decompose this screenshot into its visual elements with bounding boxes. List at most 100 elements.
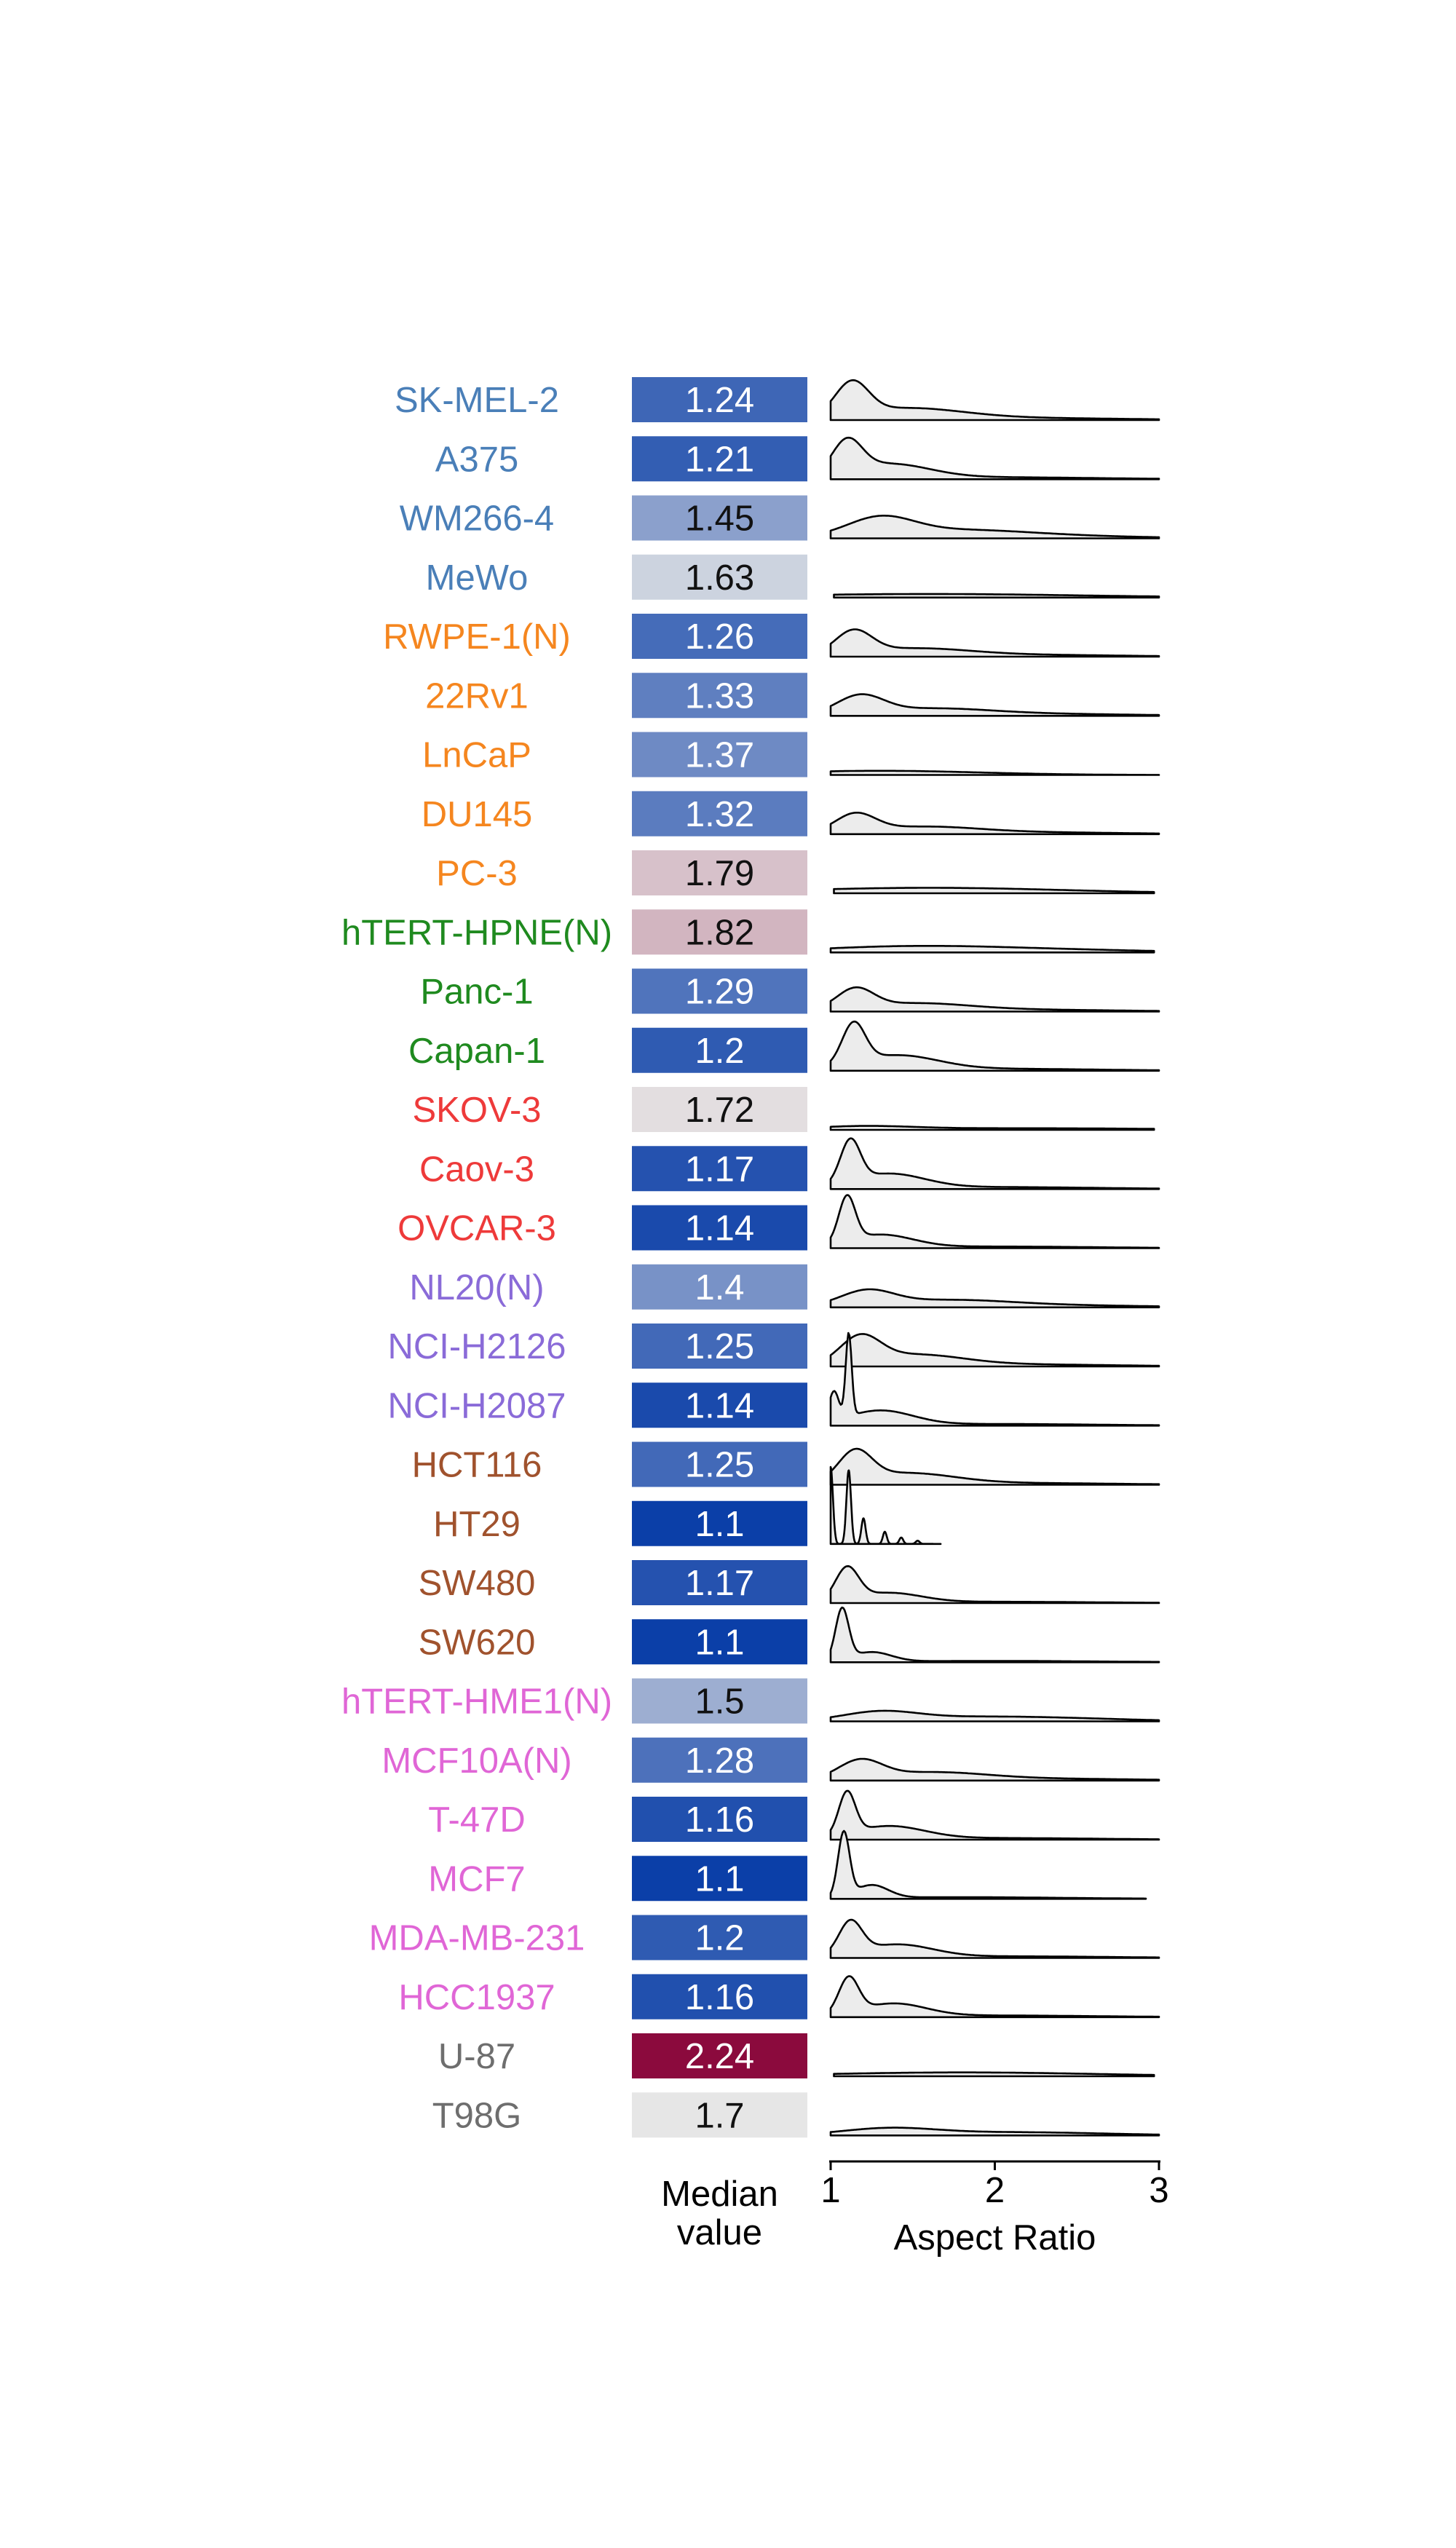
row-label: Capan-1 xyxy=(408,1032,545,1071)
median-cell xyxy=(632,1915,807,1961)
density-ridge xyxy=(829,1447,1160,1486)
x-ticks: 1 2 3 xyxy=(820,2161,1169,2210)
median-value: 1.63 xyxy=(685,558,754,598)
row-label: MeWo xyxy=(426,558,529,598)
row-label: HCT116 xyxy=(412,1446,542,1485)
median-value: 1.72 xyxy=(685,1091,754,1130)
row-label: NL20(N) xyxy=(409,1268,544,1307)
row-label: NCI-H2126 xyxy=(387,1327,566,1366)
median-cell xyxy=(632,1264,807,1310)
density-ridge xyxy=(833,593,1160,599)
row-label: Caov-3 xyxy=(419,1150,534,1189)
density-ridge xyxy=(829,2126,1160,2137)
median-value: 1.79 xyxy=(685,854,754,893)
median-cell xyxy=(632,1974,807,2019)
density-ridge xyxy=(829,1829,1147,1900)
row-label: OVCAR-3 xyxy=(397,1209,556,1249)
density-ridge xyxy=(829,812,1160,836)
row-label: SW480 xyxy=(419,1564,536,1603)
row-label: SK-MEL-2 xyxy=(395,381,559,420)
median-cell xyxy=(632,1797,807,1842)
density-ridge xyxy=(829,1975,1160,2019)
density-ridge xyxy=(829,1918,1160,1959)
row-label: MCF7 xyxy=(428,1859,525,1899)
median-cell xyxy=(632,1500,807,1546)
row-label: MCF10A(N) xyxy=(381,1741,571,1781)
density-ridge xyxy=(829,1333,1160,1368)
density-ridge xyxy=(829,1709,1160,1722)
row-label: HT29 xyxy=(433,1505,521,1544)
median-value: 1.7 xyxy=(695,2096,744,2135)
median-cell xyxy=(632,2033,807,2078)
median-cell xyxy=(632,791,807,836)
row-label: U-87 xyxy=(438,2037,515,2076)
median-column-title: Median value xyxy=(661,2175,778,2252)
median-value: 1.1 xyxy=(695,1505,744,1544)
median-cell xyxy=(632,1560,807,1605)
median-cell xyxy=(632,1205,807,1251)
median-value: 1.32 xyxy=(685,795,754,834)
row-label: SW620 xyxy=(419,1623,536,1662)
median-value: 1.4 xyxy=(695,1268,744,1307)
density-ridge xyxy=(829,1606,1160,1663)
density-ridge xyxy=(829,1565,1160,1605)
median-column-title-line-2: value xyxy=(677,2213,762,2252)
x-axis: 1 2 3 Aspect Ratio xyxy=(820,2160,1169,2258)
median-value: 1.16 xyxy=(685,1978,754,2017)
row-label: A375 xyxy=(435,440,518,479)
row-label: MDA-MB-231 xyxy=(369,1919,585,1958)
median-cell xyxy=(632,1324,807,1369)
x-tick-label: 2 xyxy=(985,2171,1005,2210)
density-ridge xyxy=(829,436,1160,480)
median-column-title-line-1: Median xyxy=(661,2175,778,2214)
median-cell xyxy=(632,1678,807,1724)
density-ridge xyxy=(829,693,1160,717)
row-label: LnCaP xyxy=(422,736,531,775)
median-value: 1.1 xyxy=(695,1859,744,1899)
median-value: 2.24 xyxy=(685,2037,754,2076)
x-axis-title: Aspect Ratio xyxy=(894,2218,1096,2258)
row-label: DU145 xyxy=(422,795,533,834)
row-label: T98G xyxy=(432,2096,522,2135)
median-cell xyxy=(632,1382,807,1428)
density-ridge xyxy=(833,2071,1155,2078)
density-ridge xyxy=(829,1137,1160,1190)
x-tick-label: 1 xyxy=(820,2171,840,2210)
median-value: 1.28 xyxy=(685,1741,754,1781)
density-ridges xyxy=(829,379,1160,2137)
median-value: 1.82 xyxy=(685,913,754,952)
median-value: 1.14 xyxy=(685,1386,754,1425)
row-label: hTERT-HME1(N) xyxy=(341,1682,612,1722)
median-value: 1.14 xyxy=(685,1209,754,1249)
median-cell xyxy=(632,436,807,482)
median-cell xyxy=(632,1737,807,1783)
median-value: 1.25 xyxy=(685,1327,754,1366)
median-column: 1.24 1.21 1.45 1.63 1.26 1.33 1.37 1.32 1.79 1.82… xyxy=(632,377,807,2138)
row-label: HCC1937 xyxy=(398,1978,555,2017)
x-tick-label: 3 xyxy=(1149,2171,1168,2210)
density-ridge xyxy=(829,1789,1160,1841)
density-ridge xyxy=(829,986,1160,1013)
median-cell xyxy=(632,1146,807,1192)
row-label: WM266-4 xyxy=(400,499,554,539)
median-cell xyxy=(632,732,807,778)
density-ridge xyxy=(829,1332,1160,1427)
row-label: RWPE-1(N) xyxy=(383,617,571,657)
density-ridge xyxy=(829,945,1155,954)
density-ridge xyxy=(829,1465,942,1546)
row-label: Panc-1 xyxy=(420,973,533,1012)
median-cell xyxy=(632,495,807,541)
median-value: 1.45 xyxy=(685,499,754,539)
row-label: PC-3 xyxy=(436,854,518,893)
median-cell xyxy=(632,1856,807,1902)
median-cell xyxy=(632,614,807,659)
median-value: 1.16 xyxy=(685,1800,754,1840)
density-ridge xyxy=(829,1020,1160,1072)
density-ridge xyxy=(829,515,1160,539)
density-ridge xyxy=(829,379,1160,422)
density-ridge xyxy=(829,1194,1160,1249)
median-value: 1.2 xyxy=(695,1919,744,1958)
row-label: 22Rv1 xyxy=(425,676,529,716)
median-value: 1.25 xyxy=(685,1446,754,1485)
